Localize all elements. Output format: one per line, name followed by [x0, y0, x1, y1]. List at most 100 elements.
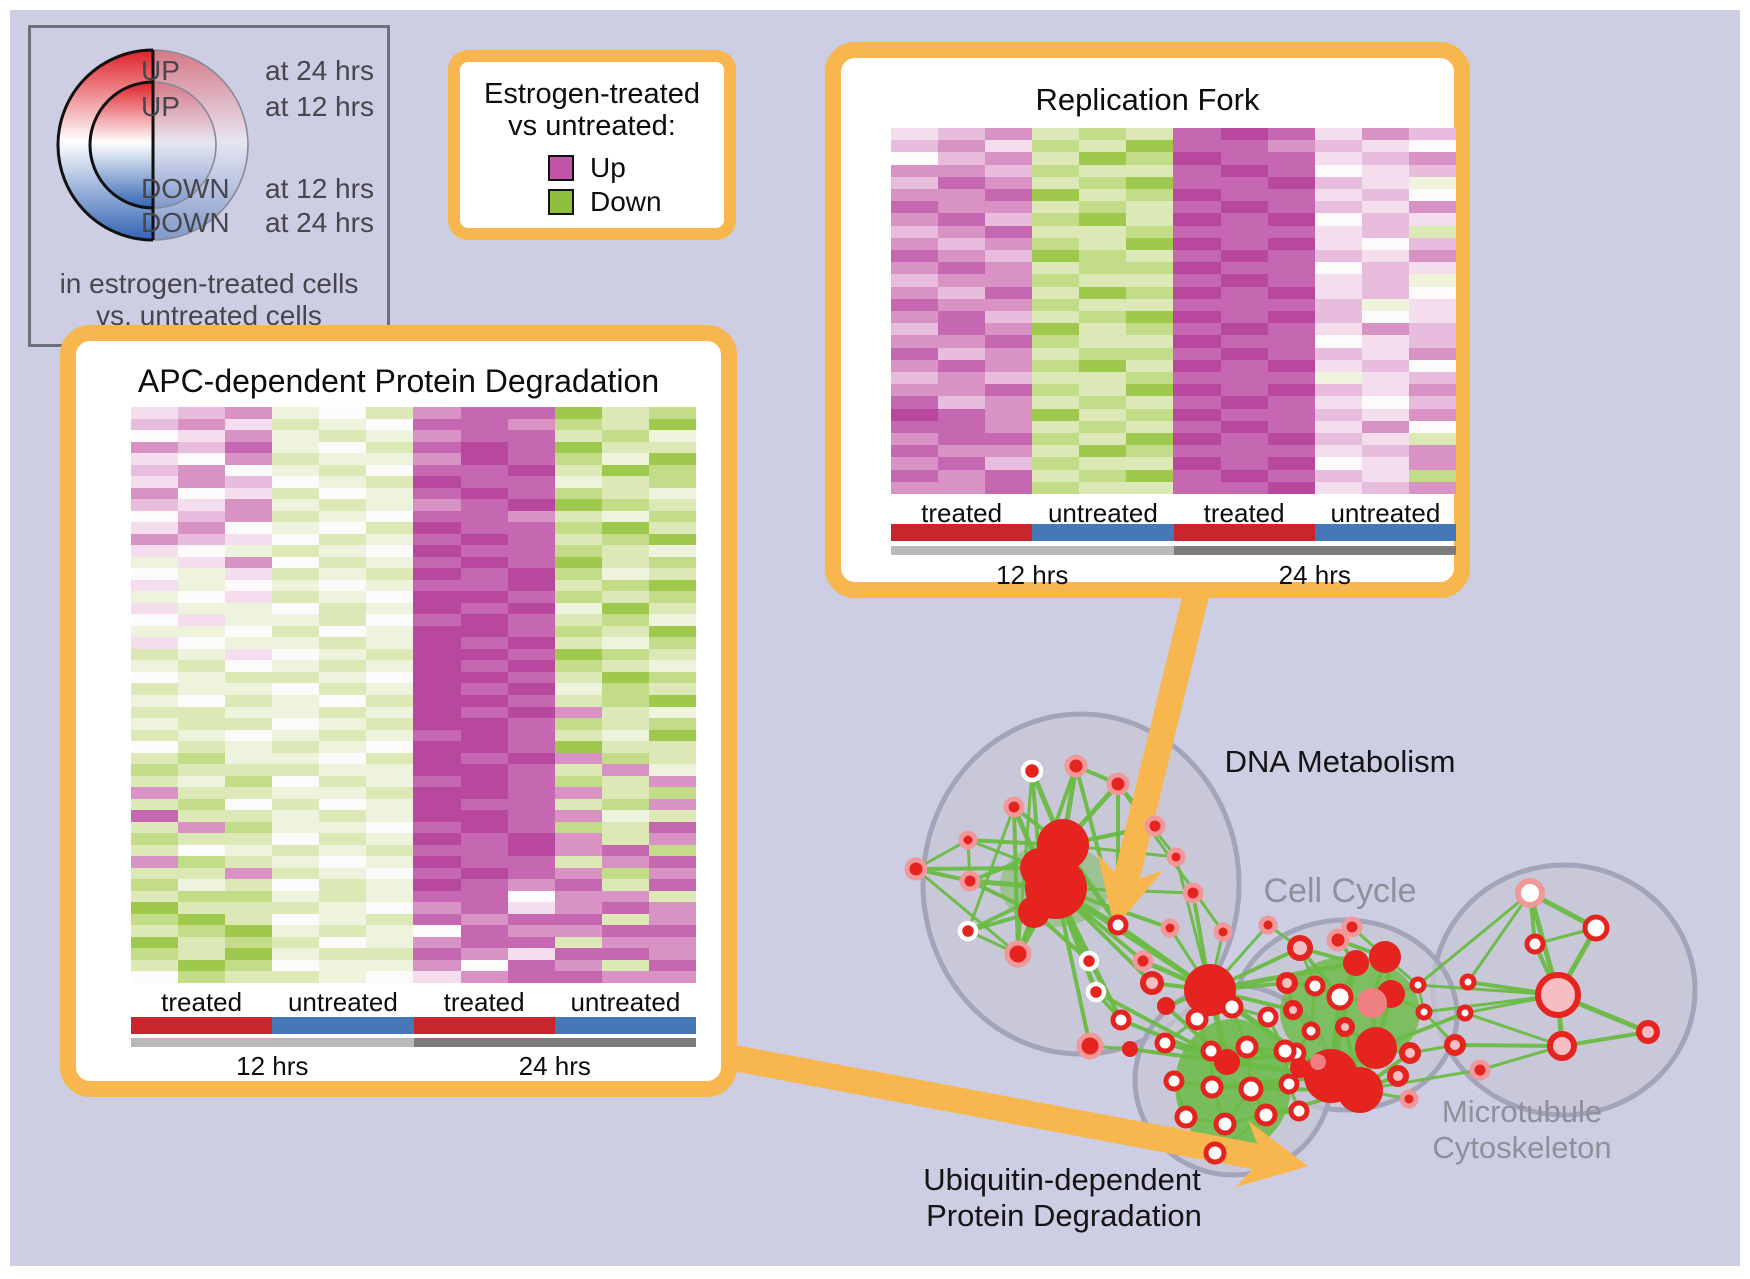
- heatmap-cell: [319, 959, 367, 972]
- heatmap-cell: [413, 879, 461, 891]
- heatmap-cell: [554, 510, 602, 523]
- heatmap-cell: [225, 556, 273, 569]
- heatmap-cell: [601, 948, 649, 960]
- heatmap-cell: [507, 671, 555, 684]
- heatmap-cell: [985, 408, 1033, 421]
- heatmap-cell: [1408, 225, 1456, 238]
- gene-node-s: [1290, 1058, 1310, 1078]
- heatmap-cell: [891, 432, 939, 446]
- heatmap-cell: [225, 741, 273, 753]
- time-color-bar: [1173, 546, 1456, 555]
- gene-node-rw: [1185, 1007, 1209, 1031]
- heatmap-cell: [1173, 286, 1221, 299]
- heatmap-cell: [891, 176, 939, 189]
- heatmap-cell: [1267, 274, 1315, 287]
- heatmap-cell: [460, 752, 508, 765]
- heatmap-cell: [1173, 371, 1221, 385]
- heatmap-cell: [1173, 396, 1221, 409]
- heatmap-cell: [985, 359, 1033, 372]
- heatmap-cell: [131, 706, 179, 719]
- heatmap-cell: [1314, 359, 1362, 372]
- heatmap-cell: [1408, 359, 1456, 372]
- heatmap-cell: [601, 890, 649, 903]
- heatmap-cell: [131, 856, 179, 868]
- heatmap-cell: [1220, 445, 1268, 458]
- heatmap-cell: [178, 856, 226, 868]
- heatmap-cell: [985, 274, 1033, 287]
- heatmap-cell: [891, 298, 939, 311]
- heatmap-cell: [460, 591, 508, 603]
- heatmap-cell: [1267, 335, 1315, 348]
- heatmap-cell: [178, 925, 226, 937]
- heatmap-cell: [1361, 164, 1409, 177]
- gene-node-s: [1369, 941, 1401, 973]
- heatmap-cell: [460, 810, 508, 822]
- heatmap-cell: [507, 568, 555, 580]
- gene-node-rp: [1387, 1065, 1409, 1087]
- heatmap-cell: [319, 671, 367, 684]
- gene-node-ps: [1310, 1054, 1326, 1070]
- heatmap-cell: [601, 441, 649, 454]
- heatmap-cell: [1032, 310, 1080, 324]
- heatmap-cell: [460, 729, 508, 742]
- heatmap-cell: [1220, 481, 1268, 494]
- heatmap-cell: [131, 718, 179, 730]
- heatmap-cell: [1126, 481, 1174, 494]
- heatmap-cell: [460, 867, 508, 880]
- heatmap-cell: [460, 522, 508, 534]
- heatmap-cell: [413, 752, 461, 765]
- heatmap-cell: [648, 476, 696, 488]
- heatmap-cell: [272, 959, 320, 972]
- heatmap-cell: [366, 695, 414, 707]
- heatmap-cell: [648, 579, 696, 592]
- heatmap-cell: [1314, 420, 1362, 433]
- heatmap-cell: [413, 510, 461, 523]
- heatmap-cell: [1361, 384, 1409, 397]
- heatmap-cell: [1361, 457, 1409, 470]
- heatmap-cell: [554, 476, 602, 488]
- heatmap-cell: [1361, 323, 1409, 336]
- heatmap-cell: [985, 323, 1033, 336]
- heatmap-cell: [413, 625, 461, 638]
- heatmap-cell: [1408, 213, 1456, 226]
- heatmap-cell: [131, 936, 179, 949]
- heatmap-cell: [225, 729, 273, 742]
- heatmap-cell: [554, 764, 602, 776]
- heatmap-cell: [272, 487, 320, 500]
- gene-node-pr: [1003, 796, 1025, 818]
- gene-node-s: [1122, 1041, 1138, 1057]
- heatmap-cell: [1220, 335, 1268, 348]
- gene-node-rp: [1535, 972, 1581, 1018]
- heatmap-cell: [985, 457, 1033, 470]
- heatmap-cell: [648, 464, 696, 477]
- gene-node-rw: [1304, 975, 1326, 997]
- heatmap-cell: [1079, 323, 1127, 336]
- heatmap-cell: [319, 798, 367, 811]
- heatmap-cell: [601, 741, 649, 753]
- heatmap-cell: [366, 499, 414, 511]
- heatmap-cell: [1032, 481, 1080, 494]
- heatmap-cell: [1267, 359, 1315, 372]
- heatmap-cell: [1126, 237, 1174, 250]
- heatmap-cell: [1032, 176, 1080, 189]
- heatmap-cell: [272, 591, 320, 603]
- heatmap-cell: [131, 522, 179, 534]
- heatmap-cell: [554, 533, 602, 546]
- apc-heatmap: [131, 407, 696, 983]
- heatmap-cell: [648, 648, 696, 661]
- heatmap-cell: [1220, 188, 1268, 202]
- heatmap-cell: [319, 775, 367, 788]
- heatmap-cell: [1079, 298, 1127, 311]
- heatmap-cell: [319, 741, 367, 753]
- heatmap-cell: [507, 959, 555, 972]
- heatmap-cell: [554, 936, 602, 949]
- heatmap-cell: [1267, 432, 1315, 446]
- heatmap-cell: [178, 625, 226, 638]
- heatmap-cell: [460, 879, 508, 891]
- dna-metabolism-label: DNA Metabolism: [1224, 744, 1456, 779]
- heatmap-cell: [413, 464, 461, 477]
- heatmap-cell: [1126, 469, 1174, 482]
- heatmap-cell: [272, 464, 320, 477]
- heatmap-cell: [985, 310, 1033, 324]
